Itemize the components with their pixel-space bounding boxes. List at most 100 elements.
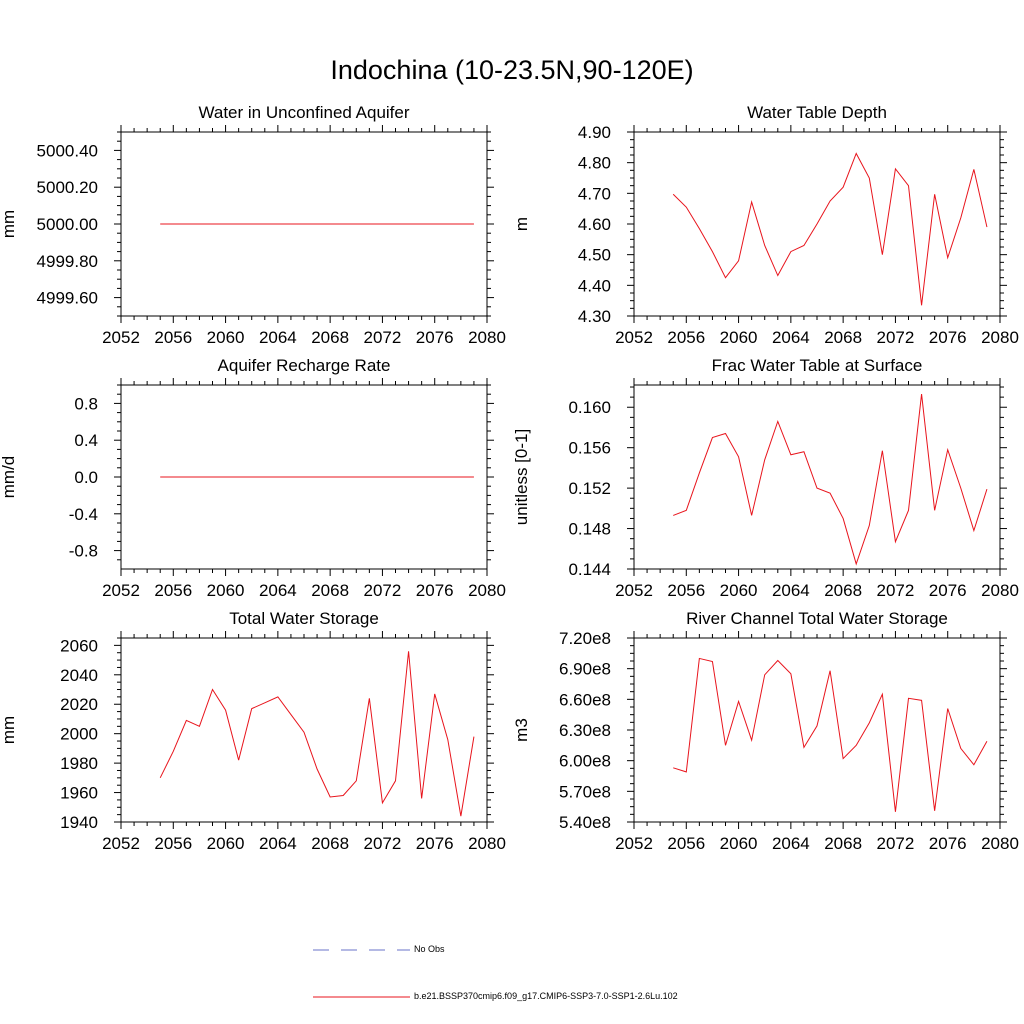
x-tick-label: 2064 [772, 581, 810, 600]
panel-title: Water Table Depth [747, 103, 887, 122]
x-tick-label: 2052 [102, 581, 140, 600]
y-tick-label: 2000 [60, 725, 98, 744]
panel-title: Aquifer Recharge Rate [218, 356, 391, 375]
y-tick-label: 0.0 [74, 468, 98, 487]
x-tick-label: 2068 [824, 328, 862, 347]
x-tick-label: 2056 [667, 328, 705, 347]
series-line-1 [673, 394, 988, 566]
series-line-1 [159, 651, 475, 817]
y-tick-label: 2040 [60, 666, 98, 685]
x-tick-label: 2072 [364, 328, 402, 347]
x-tick-label: 2064 [259, 581, 297, 600]
chart-panel-5: 2052 2056 2060 2064 2068 2072 2076 2080 1940 1960… [0, 609, 506, 853]
x-tick-label: 2064 [772, 834, 810, 853]
x-tick-label: 2060 [207, 328, 245, 347]
y-tick-label: 0.8 [74, 394, 98, 413]
y-tick-label: 6.30e8 [559, 721, 611, 740]
x-tick-label: 2080 [468, 581, 506, 600]
x-tick-label: 2052 [102, 834, 140, 853]
x-tick-label: 2064 [259, 834, 297, 853]
y-tick-label: 0.152 [568, 479, 611, 498]
y-tick-label: 5000.40 [37, 141, 98, 160]
y-axis-label: m [512, 217, 531, 231]
chart-panel-6: 2052 2056 2060 2064 2068 2072 2076 2080 5.40e8 5.… [512, 609, 1019, 853]
y-tick-label: 1960 [60, 784, 98, 803]
y-tick-label: 4.30 [578, 307, 611, 326]
x-tick-label: 2068 [824, 834, 862, 853]
y-tick-label: 2020 [60, 695, 98, 714]
x-tick-label: 2060 [720, 328, 758, 347]
y-tick-label: 5.40e8 [559, 813, 611, 832]
y-tick-label: 0.156 [568, 439, 611, 458]
plot-frame [120, 637, 488, 823]
series-line-1 [672, 152, 988, 306]
x-tick-label: 2052 [102, 328, 140, 347]
panel-title: Water in Unconfined Aquifer [198, 103, 409, 122]
x-tick-label: 2060 [720, 581, 758, 600]
x-tick-label: 2076 [416, 328, 454, 347]
y-tick-label: 1940 [60, 813, 98, 832]
x-tick-label: 2056 [154, 581, 192, 600]
y-tick-label: 6.60e8 [559, 690, 611, 709]
y-tick-label: -0.4 [69, 505, 98, 524]
panel-title: Frac Water Table at Surface [712, 356, 923, 375]
chart-panel-1: 2052 2056 2060 2064 2068 2072 2076 2080 4999.60 4… [0, 103, 506, 347]
panel-title: Total Water Storage [229, 609, 379, 628]
y-tick-label: 4.90 [578, 123, 611, 142]
y-tick-label: 4.50 [578, 246, 611, 265]
x-tick-label: 2056 [154, 834, 192, 853]
y-tick-label: 5000.00 [37, 215, 98, 234]
figure-title: Indochina (10-23.5N,90-120E) [330, 55, 694, 85]
x-tick-label: 2080 [468, 834, 506, 853]
x-tick-label: 2080 [468, 328, 506, 347]
x-tick-label: 2072 [364, 834, 402, 853]
y-tick-label: 0.4 [74, 431, 98, 450]
x-tick-label: 2076 [929, 328, 967, 347]
x-tick-label: 2076 [929, 581, 967, 600]
y-tick-label: 5.70e8 [559, 782, 611, 801]
x-tick-label: 2064 [772, 328, 810, 347]
x-tick-label: 2080 [981, 328, 1019, 347]
x-tick-label: 2068 [311, 834, 349, 853]
chart-panel-2: 2052 2056 2060 2064 2068 2072 2076 2080 4.30 4.40… [512, 103, 1019, 347]
y-tick-label: 4.40 [578, 276, 611, 295]
y-tick-label: 4.60 [578, 215, 611, 234]
y-tick-label: 7.20e8 [559, 629, 611, 648]
x-tick-label: 2056 [154, 328, 192, 347]
x-tick-label: 2068 [311, 328, 349, 347]
x-tick-label: 2072 [364, 581, 402, 600]
x-tick-label: 2072 [877, 581, 915, 600]
y-tick-label: 4.70 [578, 184, 611, 203]
chart-panel-3: 2052 2056 2060 2064 2068 2072 2076 2080 -0.8 -0.4… [0, 356, 506, 600]
x-tick-label: 2052 [615, 834, 653, 853]
x-tick-label: 2056 [667, 834, 705, 853]
x-tick-label: 2080 [981, 834, 1019, 853]
x-tick-label: 2072 [877, 328, 915, 347]
y-tick-label: 4999.60 [37, 289, 98, 308]
y-axis-label: m3 [512, 718, 531, 742]
x-tick-label: 2060 [207, 834, 245, 853]
x-tick-label: 2068 [311, 581, 349, 600]
y-tick-label: 4.80 [578, 154, 611, 173]
x-tick-label: 2080 [981, 581, 1019, 600]
y-tick-label: 6.00e8 [559, 752, 611, 771]
x-tick-label: 2056 [667, 581, 705, 600]
y-axis-label: mm [0, 210, 18, 238]
y-axis-label: unitless [0-1] [512, 429, 531, 525]
x-tick-label: 2076 [416, 581, 454, 600]
y-tick-label: -0.8 [69, 542, 98, 561]
x-tick-label: 2068 [824, 581, 862, 600]
y-tick-label: 0.148 [568, 520, 611, 539]
y-tick-label: 0.160 [568, 398, 611, 417]
y-tick-label: 6.90e8 [559, 660, 611, 679]
y-tick-label: 2060 [60, 636, 98, 655]
panel-title: River Channel Total Water Storage [686, 609, 948, 628]
chart-panel-4: 2052 2056 2060 2064 2068 2072 2076 2080 0.144 0.1… [512, 356, 1019, 600]
y-tick-label: 5000.20 [37, 178, 98, 197]
x-tick-label: 2052 [615, 328, 653, 347]
y-axis-label: mm [0, 716, 18, 744]
x-tick-label: 2052 [615, 581, 653, 600]
y-axis-label: mm/d [0, 456, 18, 499]
